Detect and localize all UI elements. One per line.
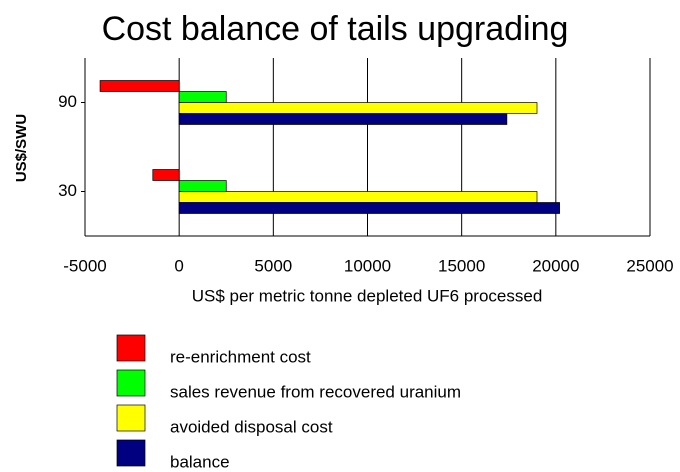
- legend-label: avoided disposal cost: [170, 417, 333, 436]
- y-tick-label: 90: [58, 92, 77, 111]
- x-tick-label: 25000: [626, 256, 673, 275]
- bar: [178, 202, 560, 214]
- bar: [178, 91, 227, 103]
- x-axis-label: US$ per metric tonne depleted UF6 proces…: [192, 286, 543, 305]
- x-tick-label: 0: [174, 256, 183, 275]
- legend-swatch: [116, 334, 146, 362]
- bar: [178, 102, 538, 114]
- x-tick-label: 5000: [254, 256, 292, 275]
- legend-label: re-enrichment cost: [170, 347, 311, 366]
- chart-title: Cost balance of tails upgrading: [102, 10, 569, 48]
- y-axis-label: US$/SWU: [13, 114, 30, 182]
- bar: [99, 80, 180, 92]
- x-tick-label: 10000: [344, 256, 391, 275]
- y-tick-label: 30: [58, 181, 77, 200]
- x-tick-label: 15000: [438, 256, 485, 275]
- x-tick-label: -5000: [63, 256, 106, 275]
- x-tick-label: 20000: [532, 256, 579, 275]
- legend-label: sales revenue from recovered uranium: [170, 382, 461, 401]
- legend-swatch: [116, 439, 146, 467]
- bar: [178, 113, 508, 125]
- bar: [178, 180, 227, 192]
- legend-swatch: [116, 369, 146, 397]
- bar: [152, 169, 180, 181]
- legend-swatch: [116, 404, 146, 432]
- legend-label: balance: [170, 452, 230, 471]
- bar: [178, 191, 538, 203]
